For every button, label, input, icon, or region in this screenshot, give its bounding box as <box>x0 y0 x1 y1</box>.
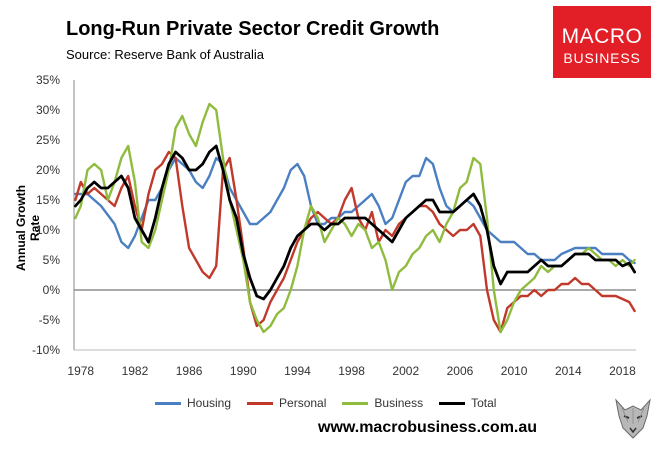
legend-swatch <box>155 402 181 406</box>
legend-swatch <box>247 402 274 406</box>
x-tick-label: 2002 <box>392 364 419 378</box>
x-tick-label: 2018 <box>609 364 636 378</box>
x-axis-ticks: 1978 1982 1986 1990 1994 1998 2002 2006 2010 2014… <box>67 364 636 378</box>
legend-item-total: Total <box>439 396 496 410</box>
x-tick-label: 2006 <box>447 364 474 378</box>
legend-swatch <box>342 402 369 406</box>
legend-swatch <box>439 402 466 406</box>
footer-url[interactable]: www.macrobusiness.com.au <box>318 419 538 436</box>
y-tick-label: 20% <box>36 163 60 177</box>
legend-label: Personal <box>279 396 327 410</box>
legend-label: Business <box>374 396 424 410</box>
wolf-mascot-icon <box>610 394 656 442</box>
x-tick-label: 1982 <box>122 364 149 378</box>
y-tick-label: 35% <box>36 73 60 87</box>
y-tick-label: -5% <box>39 313 61 327</box>
x-tick-label: 1986 <box>176 364 203 378</box>
legend-label: Total <box>471 396 497 410</box>
logo-line2: BUSINESS <box>563 50 641 66</box>
chart-subtitle: Source: Reserve Bank of Australia <box>66 47 264 62</box>
series-line-personal <box>74 150 636 334</box>
series-line-housing <box>74 156 636 265</box>
x-tick-label: 2014 <box>555 364 582 378</box>
macrobusiness-logo[interactable]: MACRO BUSINESS <box>553 6 651 78</box>
x-tick-label: 1998 <box>338 364 365 378</box>
y-axis-ticks: -10% -5% 0% 5% 10% 15% 20% 25% 30% 35% <box>32 73 60 357</box>
y-tick-label: 25% <box>36 133 60 147</box>
logo-line1: MACRO <box>561 25 643 48</box>
legend-item-business: Business <box>342 396 423 410</box>
gridlines <box>73 80 636 351</box>
y-tick-label: 5% <box>43 253 61 267</box>
x-tick-label: 1990 <box>230 364 257 378</box>
series-line-total <box>74 144 636 301</box>
x-tick-label: 1978 <box>67 364 94 378</box>
legend-label: Housing <box>187 396 232 410</box>
y-tick-label: 10% <box>36 223 60 237</box>
y-tick-label: 30% <box>36 103 60 117</box>
series-line-business <box>74 102 636 334</box>
y-tick-label: 0% <box>43 283 61 297</box>
y-tick-label: -10% <box>32 343 60 357</box>
chart-title: Long-Run Private Sector Credit Growth <box>66 18 440 40</box>
legend-item-housing: Housing <box>155 396 231 410</box>
series-lines <box>74 102 636 334</box>
legend-item-personal: Personal <box>247 396 326 410</box>
x-tick-label: 2010 <box>501 364 528 378</box>
x-tick-label: 1994 <box>284 364 311 378</box>
y-tick-label: 15% <box>36 193 60 207</box>
chart-legend: Housing Personal Business Total <box>155 396 512 410</box>
